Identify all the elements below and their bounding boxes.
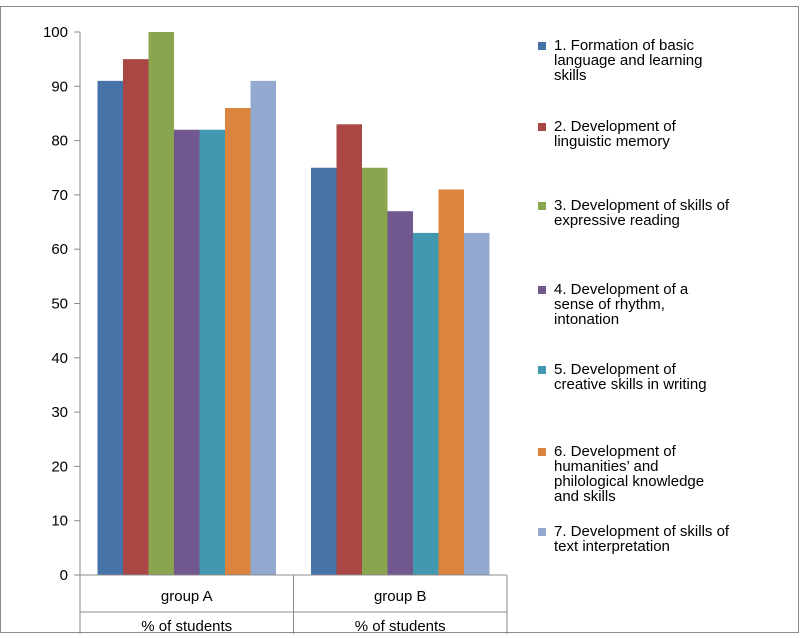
y-tick-label: 0 xyxy=(60,567,68,584)
legend-label: humanities’ and xyxy=(554,458,659,475)
bar-group-a-series-3 xyxy=(148,32,174,575)
legend-label: creative skills in writing xyxy=(554,376,707,393)
y-tick-label: 80 xyxy=(51,133,68,150)
bar-group-a-series-6 xyxy=(225,108,251,576)
y-tick-label: 60 xyxy=(51,241,68,258)
y-tick-label: 90 xyxy=(51,78,68,95)
y-tick-label: 70 xyxy=(51,187,68,204)
y-tick-label: 20 xyxy=(51,458,68,475)
bar-group-a-series-7 xyxy=(250,80,276,576)
legend-label: intonation xyxy=(554,311,619,328)
legend-label: 6. Development of xyxy=(554,443,677,460)
y-tick-label: 10 xyxy=(51,513,68,530)
y-tick-label: 100 xyxy=(43,24,68,41)
legend-label: linguistic memory xyxy=(554,133,670,150)
legend-swatch xyxy=(538,202,546,210)
bar-group-b-series-3 xyxy=(362,167,388,575)
bar-group-b-series-5 xyxy=(413,232,439,575)
legend-label: text interpretation xyxy=(554,538,670,555)
legend-label: expressive reading xyxy=(554,212,680,229)
bar-group-b-series-1 xyxy=(311,167,337,575)
legend-swatch xyxy=(538,286,546,294)
x-category-label: group B xyxy=(374,588,427,605)
y-tick-label: 40 xyxy=(51,350,68,367)
x-category-label: group A xyxy=(161,588,213,605)
bar-group-b-series-4 xyxy=(387,211,413,575)
bar-group xyxy=(97,32,490,576)
legend-label: philological knowledge xyxy=(554,473,704,490)
x-category-sublabel: % of students xyxy=(355,618,446,634)
legend-swatch xyxy=(538,366,546,374)
y-tick-label: 50 xyxy=(51,296,68,313)
legend-label: and skills xyxy=(554,488,616,505)
legend-swatch xyxy=(538,528,546,536)
legend-label: language and learning xyxy=(554,52,702,69)
legend-label: 4. Development of a xyxy=(554,281,689,298)
y-axis: 0 10 20 30 40 50 60 70 80 90 100 xyxy=(43,24,81,584)
legend-label: 5. Development of xyxy=(554,361,677,378)
legend-label: sense of rhythm, xyxy=(554,296,665,313)
legend-label: skills xyxy=(554,67,587,84)
bar-group-a-series-2 xyxy=(123,59,149,575)
legend-label: 2. Development of xyxy=(554,118,677,135)
legend-label: 3. Development of skills of xyxy=(554,197,730,214)
legend-swatch xyxy=(538,448,546,456)
legend-label: 1. Formation of basic xyxy=(554,37,695,54)
legend-label: 7. Development of skills of xyxy=(554,523,730,540)
legend-swatch xyxy=(538,123,546,131)
bar-group-a-series-5 xyxy=(199,129,225,576)
bar-group-a-series-1 xyxy=(97,80,123,576)
x-axis: group A % of students group B % of students xyxy=(79,574,508,635)
bar-group-a-series-4 xyxy=(174,129,200,576)
bar-group-b-series-2 xyxy=(336,124,362,575)
legend-swatch xyxy=(538,42,546,50)
bar-group-b-series-7 xyxy=(464,232,490,575)
bar-group-b-series-6 xyxy=(438,189,464,575)
y-tick-label: 30 xyxy=(51,404,68,421)
x-category-sublabel: % of students xyxy=(141,618,232,634)
